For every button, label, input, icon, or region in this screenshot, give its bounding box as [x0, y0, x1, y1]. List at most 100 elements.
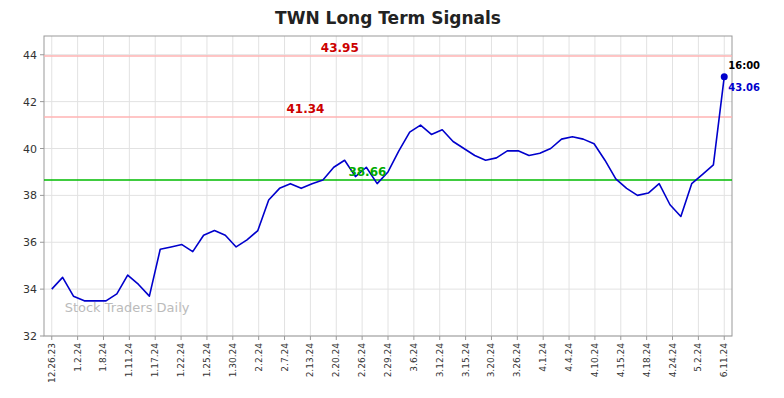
x-grid-line: [517, 36, 518, 336]
x-tick-label: 2.13.24: [305, 343, 315, 378]
x-tick-label: 2.2.24: [254, 343, 264, 372]
x-tick-label: 2.29.24: [383, 343, 393, 378]
x-tick: [155, 336, 156, 340]
x-grid-line: [129, 36, 130, 336]
x-tick: [620, 336, 621, 340]
y-tick-label: 40: [23, 143, 37, 156]
signal-line: [44, 179, 732, 181]
y-tick-label: 44: [23, 49, 37, 62]
x-tick-label: 5.2.24: [693, 343, 703, 372]
background: [0, 0, 784, 398]
x-tick: [388, 336, 389, 340]
y-axis: 32 34 36 38 40 42 44: [23, 49, 44, 343]
x-tick-label: 4.10.24: [590, 343, 600, 378]
x-grid-line: [181, 36, 182, 336]
x-grid-line: [51, 36, 52, 336]
x-axis: 12.26.23 1.2.24 1.8.24 1.11.24 1.17.24 1.22.2…: [47, 336, 729, 383]
watermark: Stock Traders Daily: [65, 300, 190, 315]
x-grid-line: [698, 36, 699, 336]
y-tick: [40, 54, 44, 55]
x-tick: [181, 336, 182, 340]
y-tick: [40, 242, 44, 243]
x-tick: [465, 336, 466, 340]
x-tick-label: 3.20.24: [486, 343, 496, 378]
x-tick-label: 2.20.24: [331, 343, 341, 378]
x-tick: [51, 336, 52, 340]
x-grid-line: [77, 36, 78, 336]
last-time-label: 16:00: [728, 60, 760, 71]
x-grid-line: [569, 36, 570, 336]
x-tick: [517, 336, 518, 340]
x-tick: [103, 336, 104, 340]
x-tick-label: 12.26.23: [47, 343, 57, 383]
x-tick: [284, 336, 285, 340]
x-grid-line: [103, 36, 104, 336]
last-price-dot: [721, 73, 728, 80]
x-tick: [724, 336, 725, 340]
x-tick-label: 4.24.24: [668, 343, 678, 378]
plot-area: [44, 56, 732, 301]
x-tick-label: 4.18.24: [642, 343, 652, 378]
x-tick-label: 3.6.24: [409, 343, 419, 372]
x-grid-line: [594, 36, 595, 336]
x-tick-label: 1.2.24: [73, 343, 83, 372]
x-tick-label: 1.17.24: [150, 343, 160, 378]
x-tick: [594, 336, 595, 340]
x-grid-line: [362, 36, 363, 336]
annotation-label: 41.34: [286, 102, 324, 116]
x-tick-label: 3.12.24: [435, 343, 445, 378]
y-tick-label: 34: [23, 283, 37, 296]
x-tick-label: 3.26.24: [512, 343, 522, 378]
x-tick: [310, 336, 311, 340]
y-tick-label: 42: [23, 96, 37, 109]
x-tick: [129, 336, 130, 340]
x-grid-line: [465, 36, 466, 336]
x-grid-line: [439, 36, 440, 336]
x-grid-line: [232, 36, 233, 336]
x-tick-label: 2.7.24: [280, 343, 290, 372]
plot-frame: [44, 36, 732, 336]
x-tick-label: 4.15.24: [616, 343, 626, 378]
x-tick: [543, 336, 544, 340]
annotation-label: 38.66: [348, 165, 386, 179]
x-tick: [491, 336, 492, 340]
last-price-label: 43.06: [728, 82, 760, 93]
y-tick-label: 32: [23, 330, 37, 343]
y-tick: [40, 148, 44, 149]
x-tick-label: 3.15.24: [461, 343, 471, 378]
x-tick: [77, 336, 78, 340]
x-tick: [646, 336, 647, 340]
x-tick-label: 1.30.24: [228, 343, 238, 378]
x-grid-line: [672, 36, 673, 336]
y-tick: [40, 101, 44, 102]
x-grid-line: [258, 36, 259, 336]
x-grid-line: [336, 36, 337, 336]
x-tick-label: 4.1.24: [538, 343, 548, 372]
title: TWN Long Term Signals: [275, 8, 501, 28]
x-tick-label: 1.8.24: [98, 343, 108, 372]
x-grid-line: [206, 36, 207, 336]
x-tick: [206, 336, 207, 340]
x-grid-line: [543, 36, 544, 336]
x-grid-line: [155, 36, 156, 336]
x-tick: [413, 336, 414, 340]
x-grid-line: [310, 36, 311, 336]
y-tick: [40, 195, 44, 196]
y-tick: [40, 336, 44, 337]
x-tick-label: 1.11.24: [124, 343, 134, 378]
x-grid-line: [413, 36, 414, 336]
x-grid-line: [646, 36, 647, 336]
x-tick: [258, 336, 259, 340]
grid: [44, 36, 732, 336]
y-tick-label: 38: [23, 189, 37, 202]
x-grid-line: [491, 36, 492, 336]
annotations: 43.95 41.34 38.66 16:00 43.06: [286, 41, 760, 179]
x-tick-label: 2.26.24: [357, 343, 367, 378]
y-tick-label: 36: [23, 236, 37, 249]
signal-line: [44, 116, 732, 118]
x-tick-label: 4.4.24: [564, 343, 574, 372]
annotation-label: 43.95: [321, 41, 359, 55]
x-tick-label: 1.22.24: [176, 343, 186, 378]
x-tick: [336, 336, 337, 340]
x-grid-line: [620, 36, 621, 336]
